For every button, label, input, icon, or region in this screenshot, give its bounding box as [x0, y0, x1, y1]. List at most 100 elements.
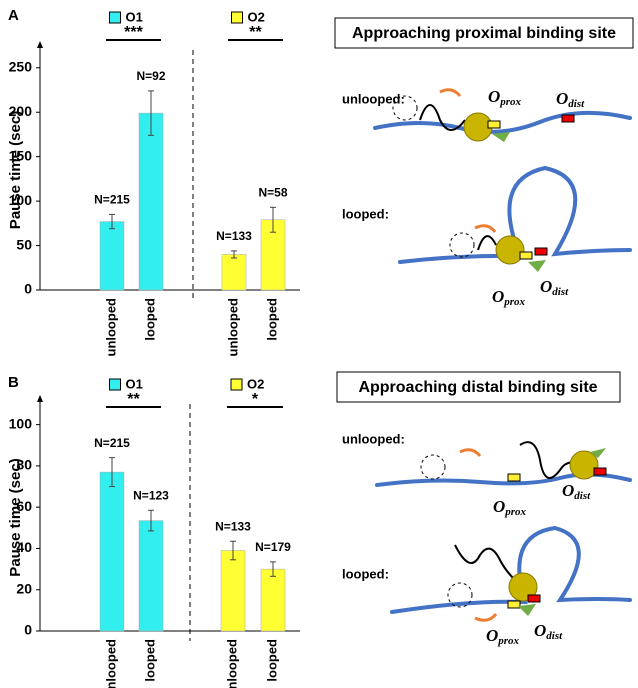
legend-label: O2: [247, 376, 264, 391]
row-label: looped:: [342, 206, 389, 221]
diagram-title: Approaching distal binding site: [358, 379, 597, 396]
legend-swatch: [109, 378, 121, 391]
title-box: [336, 371, 621, 403]
panel-label: A: [8, 7, 19, 24]
site-label: Odist: [562, 481, 591, 502]
n-label: N=123: [133, 488, 169, 502]
legend-swatch: [231, 11, 243, 24]
dna: [390, 525, 632, 614]
rna: [419, 104, 466, 131]
dna: [373, 110, 632, 134]
site-label: Odist: [540, 277, 569, 298]
o-prox-site: [519, 251, 533, 260]
arrow: [474, 613, 498, 622]
y-tick-label: 20: [16, 580, 32, 596]
legend-label: O1: [126, 376, 143, 391]
y-tick-label: 40: [16, 539, 32, 555]
n-label: N=58: [258, 186, 287, 200]
y-tick-label: 200: [9, 103, 33, 119]
significance: ***: [124, 24, 143, 41]
promoter: [392, 95, 418, 121]
repressor: [590, 448, 606, 458]
row-label: unlooped:: [342, 431, 405, 446]
o-prox-site: [507, 600, 521, 609]
n-label: N=133: [215, 519, 251, 533]
legend-label: O1: [126, 9, 143, 24]
row-label: looped:: [342, 566, 389, 581]
promoter: [420, 454, 446, 480]
diagram-a: Approaching proximal binding site unloop…: [334, 17, 634, 308]
row-label: unlooped:: [342, 91, 405, 106]
n-label: N=179: [255, 540, 291, 554]
dna: [398, 165, 632, 264]
y-tick-label: 250: [9, 58, 33, 74]
repressor: [518, 604, 536, 616]
y-tick-label: 0: [24, 622, 32, 638]
site-label: Odist: [534, 621, 563, 642]
x-tick-label: unlooped: [103, 298, 118, 357]
repressor: [528, 260, 546, 272]
y-axis-label: Pause time (sec): [7, 111, 24, 229]
y-tick-label: 80: [16, 457, 32, 473]
bar: [260, 568, 286, 632]
rnap: [508, 572, 538, 602]
o-dist-site: [527, 594, 541, 603]
x-tick-label: looped: [264, 298, 279, 341]
promoter: [449, 232, 475, 258]
site-label: Odist: [556, 89, 585, 110]
x-tick-label: unlooped: [225, 298, 240, 357]
bar: [138, 520, 164, 632]
site-label: Oprox: [488, 87, 522, 108]
rna: [477, 235, 497, 251]
bar: [221, 254, 247, 291]
y-tick-label: 100: [9, 415, 33, 431]
y-tick-label: 0: [24, 281, 32, 297]
rna: [454, 544, 516, 581]
axis-arrow: [37, 41, 43, 48]
rnap: [569, 450, 599, 480]
bar: [99, 471, 125, 632]
o-dist-site: [593, 467, 607, 476]
x-tick-label: looped: [142, 639, 157, 682]
site-label: Oprox: [492, 287, 526, 308]
o-prox-site: [507, 473, 521, 482]
n-label: N=92: [136, 69, 165, 83]
significance: **: [249, 24, 262, 41]
y-tick-label: 100: [9, 192, 33, 208]
diagram-title: Approaching proximal binding site: [352, 25, 616, 42]
arrow: [459, 448, 482, 457]
legend-swatch: [109, 11, 121, 24]
n-label: N=133: [216, 229, 252, 243]
legend-label: O2: [248, 9, 265, 24]
rnap: [495, 235, 525, 265]
o-dist-site: [561, 114, 575, 123]
o-prox-site: [487, 120, 501, 129]
bar: [220, 550, 246, 632]
axis-arrow: [37, 395, 43, 402]
x-tick-label: unlooped: [103, 639, 118, 688]
x-tick-label: looped: [142, 298, 157, 341]
x-tick-label: unlooped: [224, 639, 239, 688]
n-label: N=215: [94, 436, 130, 450]
x-tick-label: looped: [264, 639, 279, 682]
arrow: [439, 88, 462, 97]
y-axis-label: Pause time (sec): [7, 458, 24, 576]
title-box: [334, 17, 634, 49]
y-tick-label: 150: [9, 147, 33, 163]
site-label: Oprox: [486, 626, 520, 647]
panel-label: B: [8, 374, 19, 391]
significance: **: [127, 391, 140, 408]
y-tick-label: 60: [16, 498, 32, 514]
legend-swatch: [230, 378, 243, 391]
y-tick-label: 50: [16, 236, 32, 252]
n-label: N=215: [94, 193, 130, 207]
bar: [99, 221, 125, 291]
promoter: [447, 582, 473, 608]
site-label: Oprox: [493, 497, 527, 518]
arrow: [474, 224, 497, 233]
bar: [138, 112, 164, 291]
o-dist-site: [534, 247, 548, 256]
significance: *: [252, 391, 259, 408]
diagram-b: Approaching distal binding site unlooped…: [336, 371, 632, 647]
